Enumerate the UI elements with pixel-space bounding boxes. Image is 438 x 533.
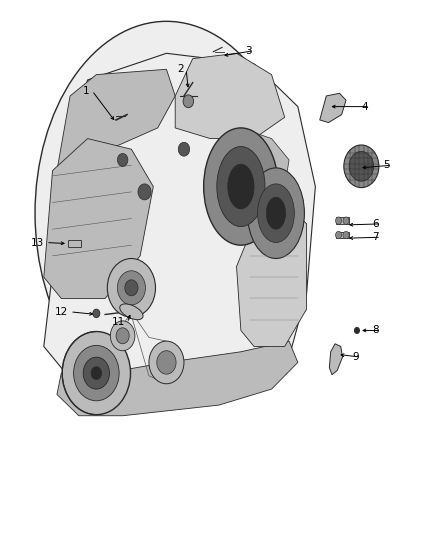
Polygon shape [57,341,298,416]
Text: 3: 3 [245,46,252,55]
Circle shape [344,145,379,188]
Circle shape [74,345,119,401]
Ellipse shape [120,304,143,320]
Polygon shape [237,203,307,346]
Circle shape [110,321,135,351]
FancyBboxPatch shape [336,232,349,238]
Text: 7: 7 [372,232,379,242]
Circle shape [91,367,102,379]
Text: 9: 9 [353,352,359,362]
FancyBboxPatch shape [336,217,349,224]
Circle shape [117,271,145,305]
Polygon shape [329,344,343,375]
Ellipse shape [266,197,286,229]
Circle shape [343,217,349,224]
Text: 4: 4 [361,102,368,111]
Text: 13: 13 [31,238,44,247]
Polygon shape [223,128,289,187]
Polygon shape [44,139,153,298]
Ellipse shape [217,147,265,227]
Ellipse shape [228,164,254,209]
Circle shape [149,341,184,384]
Circle shape [138,184,151,200]
Circle shape [354,327,360,334]
Text: 8: 8 [372,326,379,335]
Polygon shape [320,93,346,123]
Circle shape [62,332,131,415]
Text: 11: 11 [112,318,125,327]
Polygon shape [175,53,285,139]
Ellipse shape [35,21,298,405]
FancyBboxPatch shape [68,240,81,247]
Text: 12: 12 [55,307,68,317]
Circle shape [183,95,194,108]
Polygon shape [44,53,315,405]
Text: 2: 2 [177,64,184,74]
Text: 5: 5 [383,160,390,170]
Ellipse shape [204,128,278,245]
Ellipse shape [247,168,304,259]
Circle shape [107,259,155,317]
Circle shape [93,309,100,318]
Circle shape [125,280,138,296]
Circle shape [178,142,190,156]
Circle shape [116,328,129,344]
Circle shape [83,357,110,389]
Circle shape [157,351,176,374]
Circle shape [336,231,342,239]
Circle shape [343,231,349,239]
Circle shape [349,151,374,181]
Polygon shape [57,69,175,171]
Circle shape [117,154,128,166]
Text: 6: 6 [372,219,379,229]
Circle shape [336,217,342,224]
Ellipse shape [258,184,294,243]
Text: 1: 1 [83,86,90,95]
